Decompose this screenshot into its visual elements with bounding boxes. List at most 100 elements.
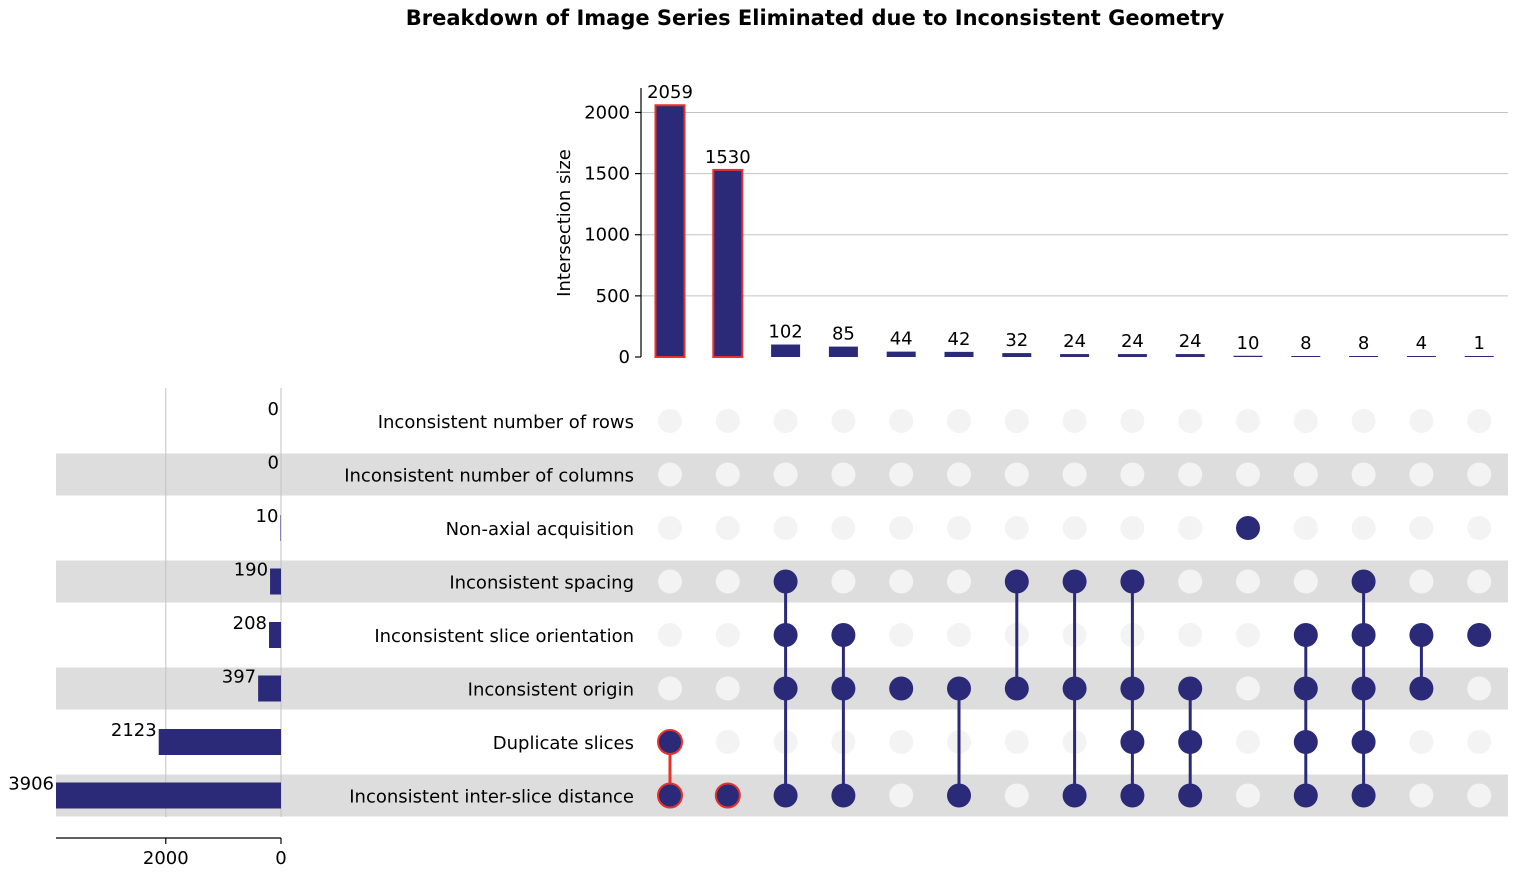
intersection-bar-value: 32 [1005, 330, 1028, 351]
intersection-bar [1002, 353, 1032, 357]
intersection-bar [1349, 356, 1379, 357]
matrix-dot-inactive [1004, 409, 1029, 433]
axes: 0 500 1000 1500 2000 2000 0 [56, 88, 642, 869]
matrix-dot-inactive [889, 783, 914, 808]
matrix-dot-inactive [1293, 462, 1318, 487]
intersection-bar-value: 2059 [647, 82, 693, 103]
matrix-dot-active [1467, 623, 1492, 647]
intersection-bar [1291, 356, 1321, 357]
set-size-bars: 0 Inconsistent number of rows 0 Inconsisten… [8, 399, 634, 809]
set-size-bar [269, 622, 281, 648]
matrix-dot-inactive [773, 462, 798, 487]
intersection-axis-label: Intersection size [554, 149, 575, 297]
matrix-dot-active [1293, 676, 1318, 701]
matrix-dot-active [1062, 783, 1087, 808]
matrix-dot-inactive [889, 516, 914, 540]
set-size-value: 0 [268, 399, 279, 420]
matrix-dot-inactive [889, 462, 914, 487]
matrix-dot-active [1178, 676, 1203, 701]
matrix-dot-inactive [715, 462, 740, 487]
intersection-bar-value: 44 [890, 329, 913, 350]
intersection-bar-value: 24 [1063, 331, 1086, 352]
matrix-dot-inactive [1293, 409, 1318, 433]
set-size-bar [280, 515, 281, 541]
matrix-dot-active [714, 782, 741, 809]
matrix-dot-inactive [1467, 409, 1492, 433]
matrix-dot-inactive [889, 569, 914, 594]
intersection-bar [944, 351, 974, 357]
matrix-dot-inactive [1004, 783, 1029, 808]
matrix-dot-active [657, 729, 683, 755]
intersection-bar-value: 24 [1179, 331, 1202, 352]
matrix-dot-inactive [831, 409, 856, 433]
intersection-bar [654, 104, 686, 359]
matrix-dot-active [657, 782, 683, 809]
matrix-dot-active [831, 676, 856, 701]
set-size-value: 10 [256, 506, 279, 527]
y-tick-label: 1000 [584, 225, 630, 246]
matrix-dot-active [1293, 783, 1318, 808]
y-tick-label: 500 [596, 286, 630, 307]
matrix-dot-inactive [1236, 623, 1260, 647]
matrix-dot-inactive [1062, 409, 1087, 433]
matrix-dot-active [1120, 676, 1145, 701]
matrix-dot-active [1062, 569, 1087, 594]
matrix-dot-inactive [889, 409, 914, 433]
intersection-bar-value: 1 [1473, 333, 1484, 354]
intersection-bars: 2059 1530 102 85 44 42 32 24 24 24 10 8 8 4 1 [647, 82, 1494, 359]
intersection-bar [1233, 355, 1263, 357]
x-tick-label: 0 [275, 848, 286, 869]
y-tick-label: 1500 [584, 164, 630, 185]
matrix-dot-inactive [715, 730, 740, 754]
matrix-dot-inactive [715, 623, 740, 647]
intersection-bar [1464, 356, 1494, 357]
set-name-label: Inconsistent spacing [449, 573, 634, 594]
matrix-dot-active [1178, 783, 1203, 808]
matrix-dot-inactive [1236, 730, 1260, 754]
matrix-dot-active [1120, 569, 1145, 594]
set-size-bar [56, 782, 281, 809]
intersection-bar [1060, 354, 1090, 357]
matrix-dot-inactive [715, 676, 740, 701]
matrix-dot-inactive [1178, 569, 1203, 594]
matrix-dot-active [831, 623, 856, 647]
chart-title: Breakdown of Image Series Eliminated due… [406, 6, 1225, 30]
set-name-label: Inconsistent number of rows [378, 412, 634, 433]
matrix-dot-inactive [1236, 783, 1260, 808]
matrix-dot-inactive [1409, 409, 1434, 433]
set-size-value: 190 [234, 560, 268, 581]
matrix-dot-inactive [1409, 783, 1434, 808]
intersection-bar-value: 8 [1300, 333, 1311, 354]
set-name-label: Non-axial acquisition [446, 519, 634, 540]
matrix-dot-active [1293, 623, 1318, 647]
intersection-bar [1117, 354, 1147, 357]
matrix-dot-active [1236, 516, 1260, 540]
matrix-dot-inactive [1409, 730, 1434, 754]
matrix-dot-inactive [889, 623, 914, 647]
matrix-dot-active [947, 783, 971, 808]
matrix-dot-inactive [1467, 783, 1492, 808]
intersection-bar-value: 85 [832, 324, 855, 345]
matrix-dot-active [1351, 676, 1376, 701]
matrix-dot-inactive [715, 516, 740, 540]
set-name-label: Inconsistent inter-slice distance [349, 787, 634, 808]
x-tick-label: 2000 [143, 848, 189, 869]
matrix-dot-inactive [1004, 730, 1029, 754]
y-tick-label: 2000 [584, 102, 630, 123]
matrix-dot-active [1004, 569, 1029, 594]
matrix-dot-inactive [715, 569, 740, 594]
matrix-dot-inactive [773, 516, 798, 540]
matrix-dot-inactive [947, 569, 971, 594]
matrix-dot-inactive [658, 623, 682, 647]
matrix-dot-inactive [1236, 462, 1260, 487]
matrix-dot-active [1351, 783, 1376, 808]
set-name-label: Inconsistent number of columns [344, 466, 634, 487]
matrix-dot-inactive [1062, 462, 1087, 487]
matrix-dot-inactive [1120, 462, 1145, 487]
intersection-bar [828, 346, 858, 357]
matrix-dot-inactive [1004, 462, 1029, 487]
matrix-dot-active [831, 783, 856, 808]
matrix-dot-inactive [1236, 569, 1260, 594]
set-size-value: 3906 [8, 774, 54, 795]
